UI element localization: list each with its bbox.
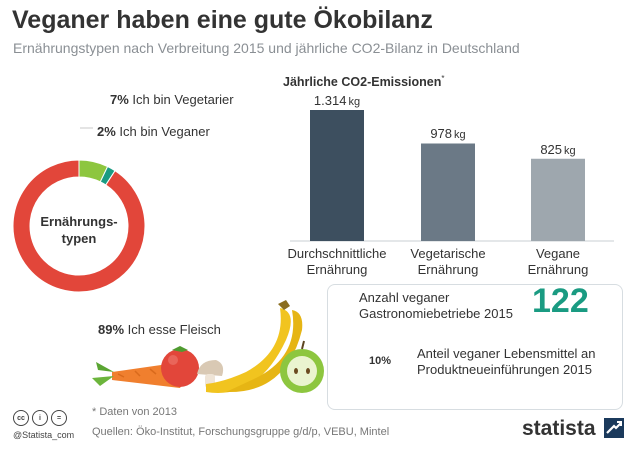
bar-average [310,110,364,241]
vegan-share-value: 10% [368,355,392,367]
donut-text-vegetarian: Ich bin Vegetarier [132,92,234,107]
statista-logo: statista [522,417,625,441]
bar-value-label-vegan: 825 kg [513,142,603,157]
bar-category-line1-vegan: Vegane [535,246,581,261]
donut-percent-vegetarian: 7% [110,92,129,107]
bar-value-vegetarian: 978 [430,126,453,142]
donut-center-label-line2: typen [62,231,97,246]
apple-icon [280,340,324,393]
bar-category-label-average: Durchschnittliche Ernährung [277,246,397,278]
attribution-icon: i [32,410,48,426]
donut-slice-meat [12,159,146,293]
bar-category-label-vegetarian: Vegetarische Ernährung [388,246,508,278]
bar-unit-average: kg [348,96,361,108]
diet-donut-chart [12,159,146,293]
page-subtitle: Ernährungstypen nach Verbreitung 2015 un… [13,40,520,56]
footnote: * Daten von 2013 [92,406,178,418]
no-derivatives-icon: = [51,410,67,426]
donut-percent-vegan: 2% [97,124,116,139]
bar-value-label-average: 1.314 kg [292,93,382,108]
donut-percent-meat: 89% [98,322,125,337]
twitter-handle: @Statista_com [13,430,75,440]
bar-value-average: 1.314 [313,93,347,108]
bar-category-line2-vegan: Ernährung [527,262,589,277]
bar-category-label-vegan: Vegane Ernährung [498,246,618,278]
page-title: Veganer haben eine gute Ökobilanz [12,6,433,34]
bar-value-label-vegetarian: 978 kg [403,126,493,141]
creative-commons-icon: cc [13,410,29,426]
donut-text-meat: Ich esse Fleisch [127,322,221,337]
donut-center-label-line1: Ernährungs- [40,214,117,229]
vegan-restaurants-label: Anzahl veganer Gastronomiebetriebe 2015 [359,290,513,321]
donut-text-vegan: Ich bin Veganer [119,124,210,139]
bar-vegan [531,158,585,241]
vegan-restaurants-count: 122 [532,282,589,320]
bar-unit-vegan: kg [564,144,576,157]
banana-icon [206,300,303,393]
statista-logo-icon [604,418,625,438]
bar-category-line2-vegetarian: Ernährung [417,262,479,277]
bar-vegetarian [421,143,475,241]
donut-label-vegetarian: 7% Ich bin Vegetarier [110,92,234,107]
sources: Quellen: Öko-Institut, Forschungsgruppe … [92,426,390,438]
donut-label-meat: 89% Ich esse Fleisch [98,322,221,337]
stats-panel [327,284,623,410]
donut-label-vegan: 2% Ich bin Veganer [97,124,210,139]
bar-category-line1-vegetarian: Vegetarische [410,246,486,261]
bar-value-vegan: 825 [540,141,563,157]
co2-bar-chart [310,110,585,241]
bar-category-line2-average: Ernährung [306,262,368,277]
bar-category-line1-average: Durchschnittliche [287,246,387,261]
tomato-icon [161,346,199,387]
vegan-share-label: Anteil veganer Lebensmittel an Produktne… [417,346,596,377]
donut-slice-vegan [99,165,116,186]
bar-chart-title: Jährliche CO2-Emissionen* [283,74,445,90]
license-icons: cc i = [13,410,67,426]
bar-unit-vegetarian: kg [454,129,466,142]
brand-name: statista [522,417,596,440]
